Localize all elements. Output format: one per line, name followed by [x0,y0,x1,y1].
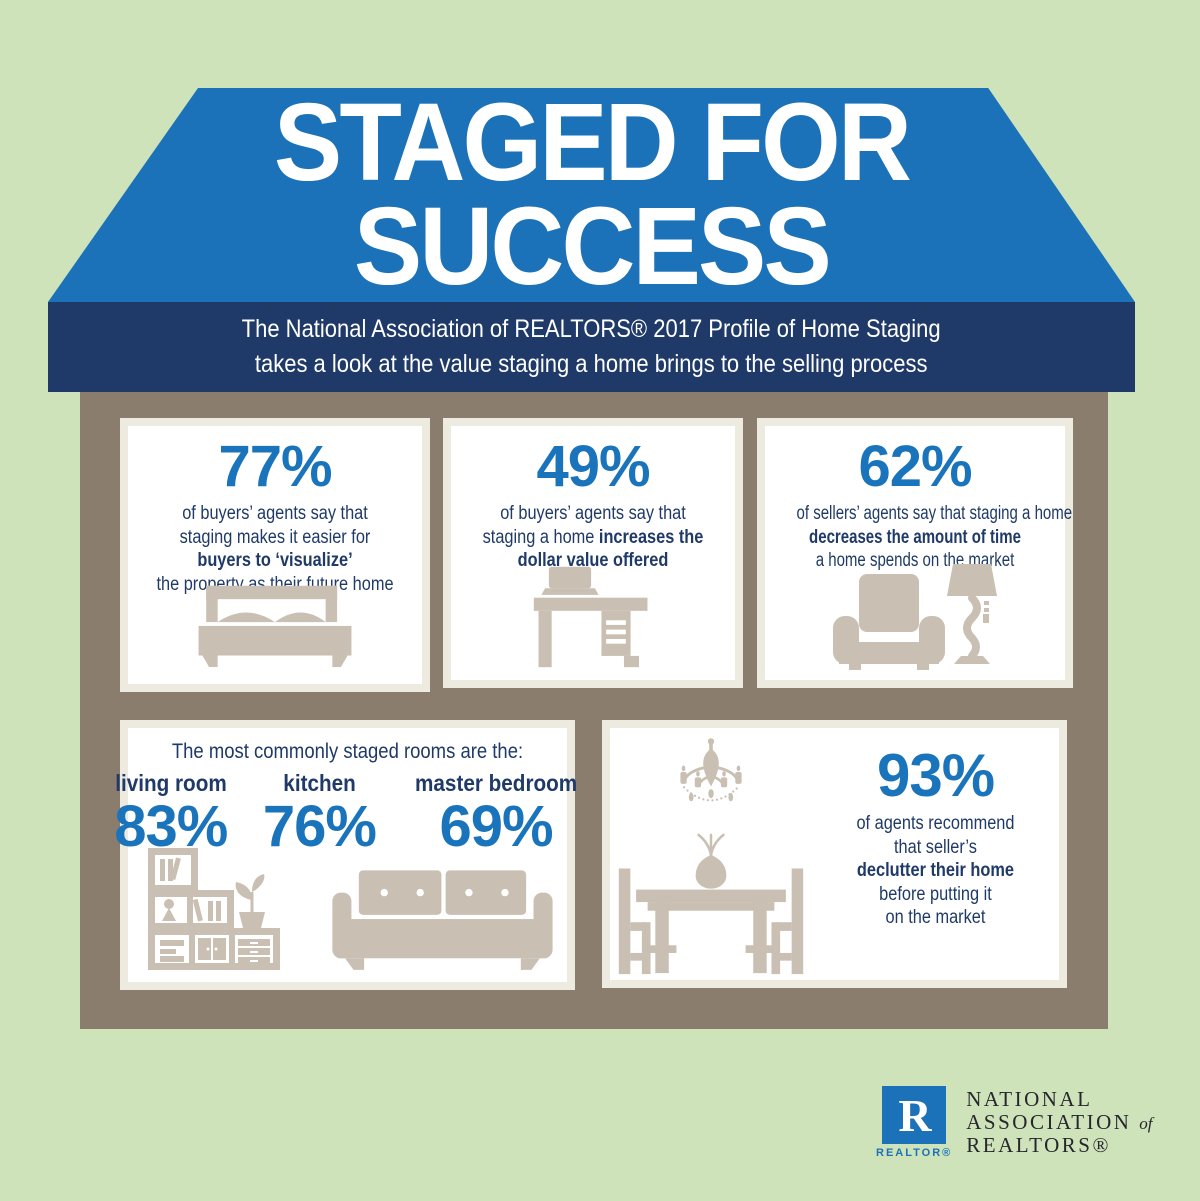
percent-value: 49% [536,434,650,499]
stat-card-visualize: 77% of buyers’ agents say that staging m… [120,418,430,692]
stat-text-line: decreases the amount of time [809,526,1021,548]
stat-text-line: declutter their home [856,860,1015,882]
percent-value: 93% [876,742,995,809]
stat-text-line: that seller’s [894,836,977,858]
declutter-icons [610,728,812,980]
percent-value: 77% [218,434,332,499]
declutter-card: 93% of agents recommend that seller’s de… [602,720,1067,988]
stat-text: of buyers’ agents say that staging a hom… [451,502,735,573]
sofa-icon [332,870,553,970]
subtitle-band: The National Association of REALTORS® 20… [48,302,1135,392]
room-percent: 76% [262,794,377,859]
room-column-kitchen: kitchen 76% [250,770,389,858]
room-label: kitchen [283,770,356,796]
stat-text-line: of buyers’ agents say that [500,503,686,524]
stat-text-line: dollar value offered [517,550,669,572]
room-label: living room [115,770,227,796]
dining-table-icon [618,833,804,975]
house-body: 77% of buyers’ agents say that staging m… [80,392,1108,1029]
stat-text-line: on the market [885,907,986,929]
bookshelf-icon [148,848,280,970]
org-line: REALTORS® [966,1133,1111,1158]
staged-rooms-heading: The most commonly staged rooms are the: [171,740,524,763]
room-percent: 83% [114,794,228,859]
title-line-1: STAGED FOR [273,80,912,204]
svg-text:R: R [899,1090,933,1141]
room-label: master bedroom [414,770,578,796]
nar-logo: R REALTOR® NATIONAL ASSOCIATION of REALT… [876,1086,1152,1159]
realtor-label: REALTOR® [876,1147,953,1159]
title-line-2: SUCCESS [353,185,832,308]
room-column-living-room: living room 83% [96,770,246,858]
subtitle-line-2: takes a look at the value staging a home… [255,350,928,378]
roof-banner: STAGED FOR SUCCESS [48,88,1135,302]
stat-card-time-on-market: 62% of sellers’ agents say that staging … [757,418,1073,688]
stat-text-line: staging a home increases the [482,526,704,548]
org-name: NATIONAL ASSOCIATION of REALTORS® [966,1086,1152,1157]
subtitle-line-1: The National Association of REALTORS® 20… [242,314,941,343]
stat-text: of agents recommend that seller’s declut… [812,812,1059,930]
chandelier-icon [680,738,742,802]
stat-text-line: of buyers’ agents say that [182,503,368,524]
stat-text-line: buyers to ‘visualize’ [197,550,353,572]
stat-text-line: of agents recommend [856,813,1015,834]
room-column-master-bedroom: master bedroom 69% [393,770,599,858]
stat-text-line: before putting it [879,883,992,905]
stat-text-line: staging makes it easier for [179,526,371,548]
staged-rooms-card: The most commonly staged rooms are the: … [114,720,577,990]
stat-card-dollar-value: 49% of buyers’ agents say that staging a… [443,418,743,688]
realtor-block: R REALTOR® [876,1086,952,1159]
room-percent: 69% [439,794,553,859]
org-line: ASSOCIATION of [966,1110,1153,1135]
desk-icon [533,566,648,668]
percent-value: 62% [858,434,972,499]
realtor-r-icon: R [882,1086,947,1144]
bed-icon [198,585,352,667]
armchair-lamp-icon [833,564,997,670]
room-stats-row: living room 83% kitchen 76% master bedro… [114,770,577,858]
stat-text-line: of sellers’ agents say that staging a ho… [796,503,1073,524]
org-line: NATIONAL [966,1087,1093,1111]
